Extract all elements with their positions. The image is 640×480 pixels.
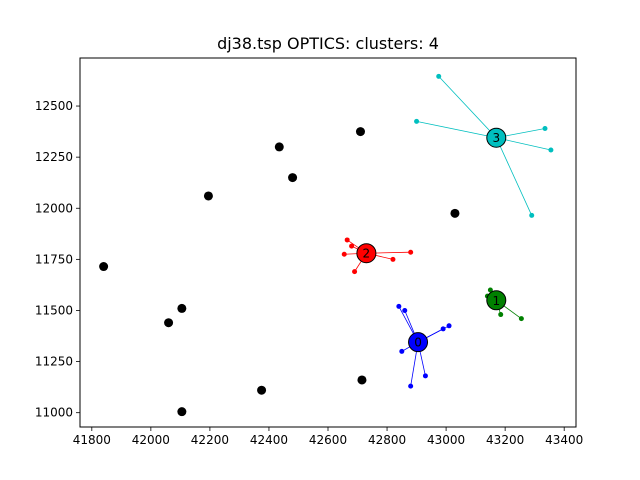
x-tick-label: 41800 [73, 433, 111, 447]
cluster-1-point [498, 312, 504, 318]
cluster-2-point [408, 249, 414, 255]
cluster-0-center [408, 332, 429, 353]
x-tick-label: 42400 [250, 433, 288, 447]
noise-point [288, 173, 298, 183]
noise-point [450, 208, 460, 218]
cluster-0-point [402, 307, 408, 313]
noise-point [357, 375, 367, 385]
cluster-1-center [486, 290, 507, 311]
cluster-1-point [518, 316, 524, 322]
cluster-3-center [486, 127, 507, 148]
cluster-1-point [487, 287, 493, 293]
cluster-3-point [529, 212, 535, 218]
cluster-2-point [352, 269, 358, 275]
cluster-2-point [344, 237, 350, 243]
cluster-0-point [422, 373, 428, 379]
y-tick-label: 11500 [35, 303, 73, 317]
cluster-0-point [446, 323, 452, 329]
cluster-3-edge [495, 137, 533, 216]
cluster-2-label: 2 [363, 247, 371, 261]
x-tick-label: 43000 [427, 433, 465, 447]
cluster-2-point [390, 256, 396, 262]
x-tick-label: 42000 [132, 433, 170, 447]
cluster-3-point [414, 118, 420, 124]
axes: 41800 42000 42200 42400 42600 42800 43000 43200… [35, 99, 583, 447]
cluster-3-point [436, 73, 442, 79]
cluster-0-point [408, 383, 414, 389]
noise-point [164, 318, 174, 328]
data-points [99, 73, 554, 417]
y-tick-label: 11000 [35, 406, 73, 420]
cluster-0-point [440, 326, 446, 332]
noise-point [99, 262, 109, 272]
noise-point [203, 191, 213, 201]
cluster-3-point [542, 126, 548, 132]
y-tick-label: 12500 [35, 99, 73, 113]
y-tick-label: 12000 [35, 201, 73, 215]
cluster-0-point [396, 303, 402, 309]
chart-title: dj38.tsp OPTICS: clusters: 4 [217, 34, 439, 53]
x-tick-label: 42200 [191, 433, 229, 447]
cluster-3-point [548, 147, 554, 153]
noise-point [257, 385, 267, 395]
cluster-3-edge [438, 76, 497, 139]
noise-point [177, 303, 187, 313]
x-tick-label: 42600 [309, 433, 347, 447]
x-tick-label: 42800 [368, 433, 406, 447]
plot-frame [79, 57, 577, 428]
cluster-2-point [341, 251, 347, 257]
cluster-3-label: 3 [492, 131, 500, 145]
cluster-2-point [349, 243, 355, 249]
y-tick-label: 11750 [35, 252, 73, 266]
cluster-2-center [356, 243, 377, 264]
noise-point [274, 142, 284, 152]
cluster-1-label: 1 [492, 294, 500, 308]
cluster-centers: 0 1 2 3 [356, 127, 507, 353]
y-tick-label: 12250 [35, 150, 73, 164]
cluster-0-label: 0 [414, 336, 422, 350]
y-tick-label: 11250 [35, 355, 73, 369]
cluster-0-point [399, 348, 405, 354]
x-tick-label: 43400 [545, 433, 583, 447]
cluster-3-edge [416, 120, 497, 139]
noise-point [355, 127, 365, 137]
noise-point [177, 407, 187, 417]
x-tick-label: 43200 [486, 433, 524, 447]
